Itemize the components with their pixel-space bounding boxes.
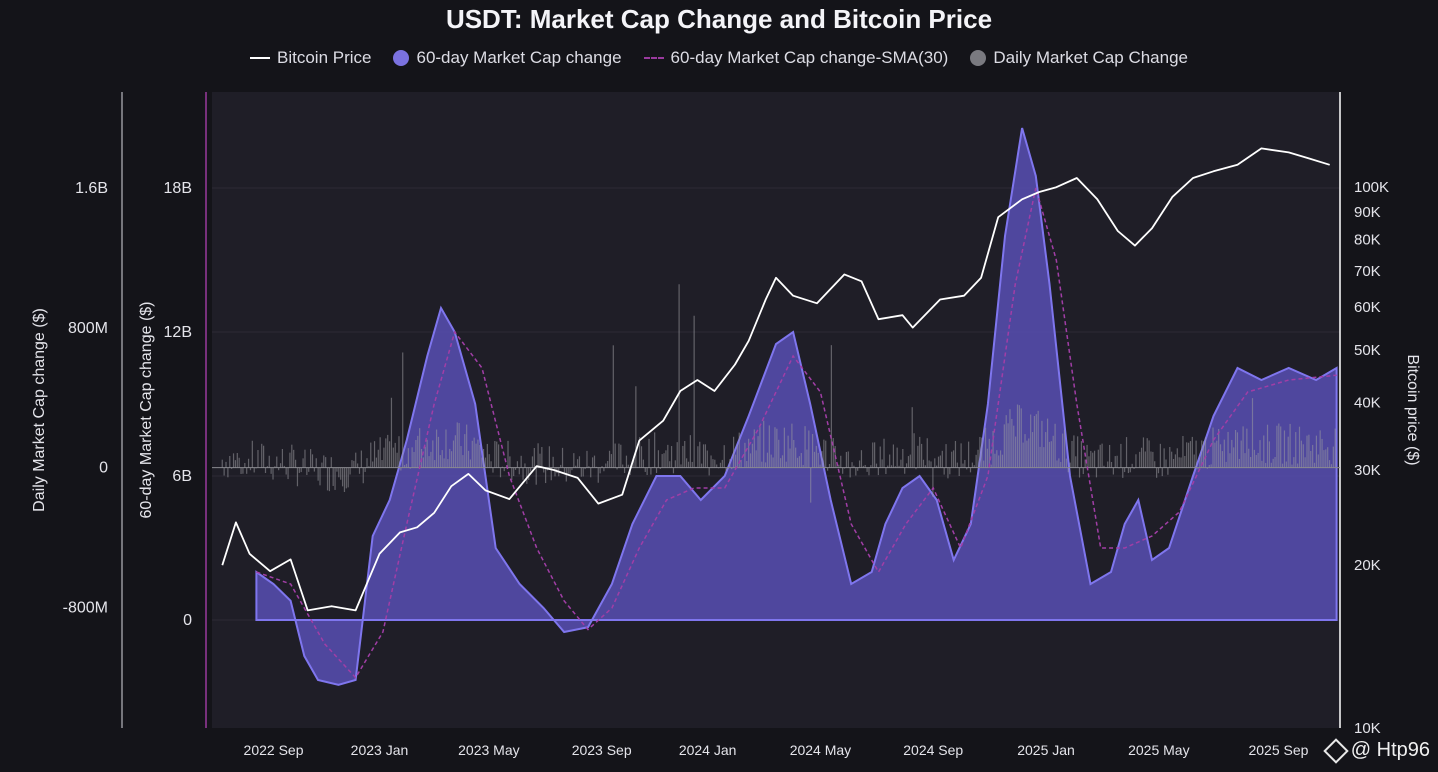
binance-diamond-icon xyxy=(1323,737,1349,764)
daily-axis-title: Daily Market Cap change ($) xyxy=(31,308,48,512)
legend-dashed-marker xyxy=(643,57,664,59)
60day-axis-tick: 6B xyxy=(172,468,192,485)
x-axis-tick: 2024 Jan xyxy=(679,742,737,758)
x-axis-tick: 2024 Sep xyxy=(903,742,963,758)
x-axis-tick: 2025 Jan xyxy=(1017,742,1075,758)
60day-change-area xyxy=(255,127,1338,686)
legend-item-bitcoin-price[interactable]: Bitcoin Price xyxy=(250,48,371,68)
daily-axis-tick: 1.6B xyxy=(75,180,108,197)
bitcoin-price-line xyxy=(221,147,1330,612)
x-axis-tick: 2023 Jan xyxy=(351,742,409,758)
legend-line-marker xyxy=(250,57,270,59)
btc-axis-tick: 60K xyxy=(1354,299,1381,316)
chart-title: USDT: Market Cap Change and Bitcoin Pric… xyxy=(445,4,993,34)
legend-dot-marker xyxy=(393,50,410,66)
btc-axis-tick: 40K xyxy=(1354,394,1381,411)
btc-axis-tick: 30K xyxy=(1354,462,1381,479)
x-axis-tick: 2023 Sep xyxy=(572,742,632,758)
legend-label: 60-day Market Cap change xyxy=(416,48,622,67)
btc-axis-tick: 80K xyxy=(1354,232,1381,249)
x-axis-tick: 2025 Sep xyxy=(1248,742,1308,758)
btc-axis-tick: 90K xyxy=(1354,204,1381,221)
x-axis-tick: 2024 May xyxy=(790,742,851,758)
btc-axis-tick: 20K xyxy=(1354,557,1381,574)
legend-dot-marker xyxy=(970,50,987,66)
legend-label: Daily Market Cap Change xyxy=(993,48,1188,67)
btc-axis-tick: 70K xyxy=(1354,263,1381,280)
x-axis-tick: 2025 May xyxy=(1128,742,1189,758)
btc-axis-title: Bitcoin price ($) xyxy=(1404,354,1421,465)
60day-axis-title: 60-day Market Cap change ($) xyxy=(138,302,155,519)
60day-axis-tick: 18B xyxy=(164,180,192,197)
daily-axis-tick: 800M xyxy=(68,320,108,337)
daily-axis-tick: 0 xyxy=(99,460,108,477)
x-axis-tick: 2022 Sep xyxy=(244,742,304,758)
legend-label: Bitcoin Price xyxy=(277,48,372,67)
legend-item-sma30[interactable]: 60-day Market Cap change-SMA(30) xyxy=(643,48,949,68)
daily-axis-tick: -800M xyxy=(63,599,108,616)
daily-change-bars xyxy=(221,284,1336,503)
x-axis-tick: 2023 May xyxy=(458,742,519,758)
btc-axis-tick: 100K xyxy=(1354,179,1389,196)
legend-item-daily-change[interactable]: Daily Market Cap Change xyxy=(970,48,1188,68)
btc-axis-tick: 50K xyxy=(1354,342,1381,359)
60day-axis-tick: 12B xyxy=(164,324,192,341)
60day-axis-tick: 0 xyxy=(183,612,192,629)
watermark: @ Htp96 xyxy=(1323,737,1430,764)
legend-item-60day-change[interactable]: 60-day Market Cap change xyxy=(393,48,622,68)
legend-label: 60-day Market Cap change-SMA(30) xyxy=(670,48,949,67)
btc-axis-tick: 10K xyxy=(1354,720,1381,737)
legend: Bitcoin Price 60-day Market Cap change 6… xyxy=(0,48,1438,68)
sma30-line xyxy=(256,187,1337,679)
watermark-text: @ Htp96 xyxy=(1350,739,1430,761)
